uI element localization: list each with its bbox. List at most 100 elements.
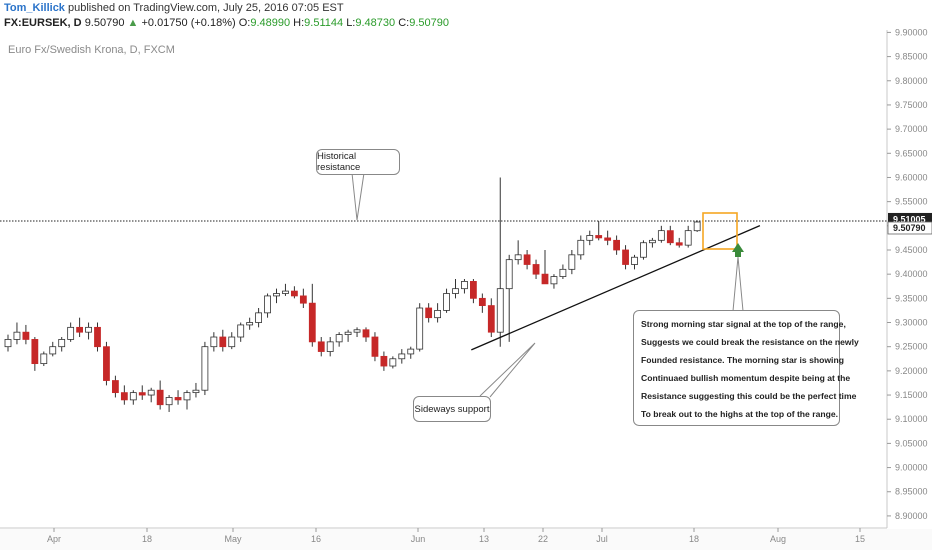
y-tick-label: 9.35000 [895,293,928,303]
candle-body [13,331,21,340]
candle-body [22,331,30,340]
note-line: Continuaed bullish momentum despite bein… [641,373,851,383]
open-value: 9.48990 [250,17,291,29]
candle-body [675,242,683,246]
close-value: 9.50790 [409,17,449,29]
open-label: O: [238,17,251,29]
candle-body [371,336,379,357]
support-pointer [479,342,536,398]
candle-body [693,221,701,232]
candle-body [434,310,442,319]
candle-body [112,380,119,394]
candle-body [94,326,101,348]
y-tick-label: 8.90000 [895,511,928,521]
note-line: Resistance suggesting this could be the … [641,391,857,401]
candle-body [237,324,245,338]
y-tick-label: 9.75000 [895,100,928,110]
last-price: 9.50790 [84,17,125,29]
candle-body [76,326,83,333]
y-tick-label: 9.60000 [895,172,928,182]
candle-body [443,293,450,311]
candle-body [255,312,263,323]
candle-body [514,254,522,261]
x-tick-label: 22 [538,534,548,544]
candle-body [684,230,692,246]
note-line: Suggests we could break the resistance o… [641,337,859,347]
up-arrow-icon [732,243,744,252]
x-tick-label: 18 [142,534,152,544]
candle-body [586,235,594,241]
candle-body [478,297,486,306]
low-label: L: [346,17,356,29]
x-axis-band [0,529,932,550]
y-tick-label: 9.85000 [895,52,928,62]
x-tick-label: 13 [479,534,489,544]
candle-body [120,392,128,401]
note-line: To break out to the highs at the top of … [641,409,839,419]
candle-body [344,331,352,336]
candle-body [282,290,289,294]
candle-body [273,293,280,297]
symbol-label: FX:EURSEK, D [4,17,82,29]
support-trendline [471,225,761,351]
x-tick-label: Jun [411,534,426,544]
candle-body [49,346,57,355]
candle-body [335,334,343,343]
author-link[interactable]: Tom_Killick [4,2,65,14]
candle-body [550,276,558,285]
x-tick-label: Apr [47,534,61,544]
candle-body [461,281,468,290]
x-tick-label: 18 [689,534,699,544]
candle-body [210,336,218,348]
candle-body [40,353,48,365]
y-tick-label: 9.70000 [895,124,928,134]
y-tick-label: 9.90000 [895,27,928,37]
up-arrow-stem [735,251,741,257]
y-tick-label: 9.65000 [895,148,928,158]
y-tick-label: 9.45000 [895,245,928,255]
candle-body [622,249,629,265]
y-tick-label: 9.20000 [895,366,928,376]
candle-body [174,397,182,401]
candle-body [31,339,39,365]
candle-body [398,353,406,360]
close-label: C: [398,17,410,29]
x-tick-label: May [224,534,242,544]
candle-body [496,288,504,333]
candle-body [613,239,620,251]
y-tick-label: 9.05000 [895,438,928,448]
candle-body [657,230,665,241]
x-tick-label: 15 [855,534,865,544]
candle-body [559,268,567,277]
publish-info: Tom_Killick published on TradingView.com… [4,2,344,14]
y-tick-label: 9.10000 [895,414,928,424]
candle-body [631,256,638,265]
published-text: published on TradingView.com, July 25, 2… [68,2,344,14]
support-callout: Sideways support [413,396,491,422]
candle-body [604,237,612,241]
high-label: H: [293,17,305,29]
candle-body [487,305,495,333]
high-value: 9.51144 [304,17,344,29]
candle-body [666,230,674,244]
candle-body [326,341,334,352]
candle-body [308,302,316,343]
candle-body [264,295,271,314]
x-tick-label: Aug [770,534,786,544]
chart-subtitle: Euro Fx/Swedish Krona, D, FXCM [8,44,175,56]
candle-body [228,336,236,348]
morning-star-note: Strong morning star signal at the top of… [633,310,859,426]
candle-body [317,341,325,352]
candle-body [649,239,656,244]
ohlc-line: FX:EURSEK, D 9.50790 ▲ +0.01750 (+0.18%)… [4,17,449,29]
candle-body [67,326,75,340]
candle-body [353,329,361,333]
candle-body [452,288,459,294]
y-tick-label: 9.30000 [895,318,928,328]
candle-body [165,397,173,406]
candle-body [425,307,433,319]
candle-body [389,358,397,367]
low-value: 9.48730 [355,17,396,29]
candle-body [532,264,540,275]
